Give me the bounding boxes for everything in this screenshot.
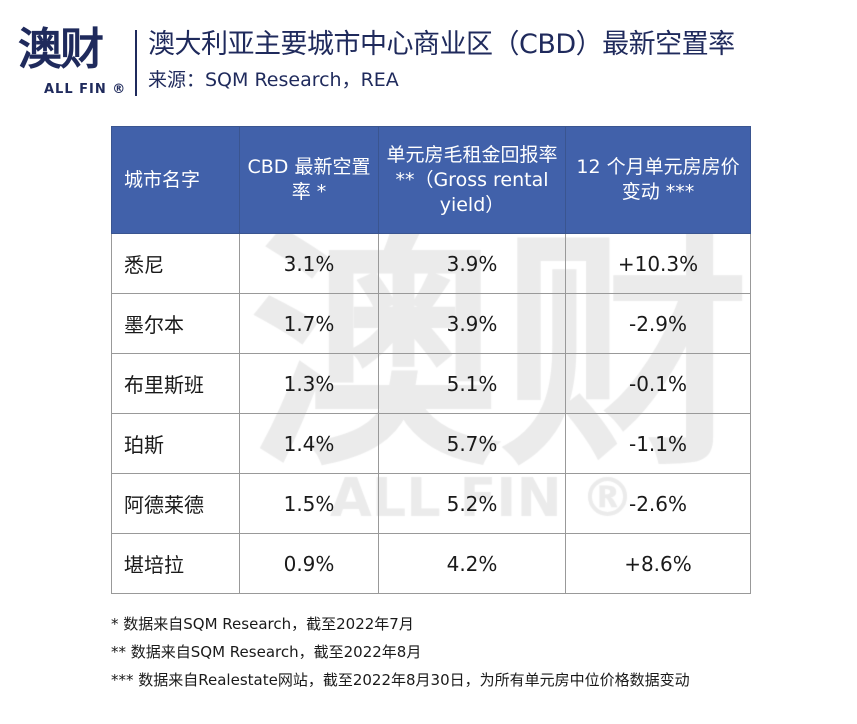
cell-price-change: -2.6%: [565, 473, 751, 534]
table-row: 珀斯 1.4% 5.7% -1.1%: [111, 413, 751, 474]
cell-vacancy: 3.1%: [239, 233, 379, 294]
cell-yield: 5.2%: [378, 473, 566, 534]
table-row: 堪培拉 0.9% 4.2% +8.6%: [111, 533, 751, 594]
footnote: ** 数据来自SQM Research，截至2022年8月: [111, 643, 422, 661]
cell-city: 堪培拉: [111, 533, 240, 594]
header-yield: 单元房毛租金回报率 **（Gross rental yield）: [378, 126, 566, 234]
cell-vacancy: 1.7%: [239, 293, 379, 354]
cell-city: 墨尔本: [111, 293, 240, 354]
logo-cn: 澳财: [18, 24, 104, 75]
cell-price-change: +8.6%: [565, 533, 751, 594]
allfin-logo: 澳财 ALL FIN ®: [18, 24, 130, 102]
table-header-row: 城市名字 CBD 最新空置率 * 单元房毛租金回报率 **（Gross rent…: [111, 126, 751, 234]
cell-yield: 3.9%: [378, 293, 566, 354]
table-row: 布里斯班 1.3% 5.1% -0.1%: [111, 353, 751, 414]
header-price-change: 12 个月单元房房价变动 ***: [565, 126, 751, 234]
cell-price-change: -1.1%: [565, 413, 751, 474]
header-divider: [135, 30, 137, 96]
cell-yield: 5.1%: [378, 353, 566, 414]
cell-yield: 4.2%: [378, 533, 566, 594]
cell-yield: 5.7%: [378, 413, 566, 474]
cell-price-change: -2.9%: [565, 293, 751, 354]
logo-en: ALL FIN ®: [44, 82, 127, 97]
cell-city: 悉尼: [111, 233, 240, 294]
table-row: 墨尔本 1.7% 3.9% -2.9%: [111, 293, 751, 354]
footnote: *** 数据来自Realestate网站，截至2022年8月30日，为所有单元房…: [111, 671, 690, 689]
header-city: 城市名字: [111, 126, 240, 234]
cell-yield: 3.9%: [378, 233, 566, 294]
table-row: 阿德莱德 1.5% 5.2% -2.6%: [111, 473, 751, 534]
vacancy-table: 城市名字 CBD 最新空置率 * 单元房毛租金回报率 **（Gross rent…: [111, 126, 751, 594]
footnote: * 数据来自SQM Research，截至2022年7月: [111, 615, 414, 633]
cell-vacancy: 1.5%: [239, 473, 379, 534]
cell-price-change: +10.3%: [565, 233, 751, 294]
cell-price-change: -0.1%: [565, 353, 751, 414]
page-title: 澳大利亚主要城市中心商业区（CBD）最新空置率: [148, 29, 735, 60]
cell-city: 布里斯班: [111, 353, 240, 414]
table-row: 悉尼 3.1% 3.9% +10.3%: [111, 233, 751, 294]
cell-vacancy: 0.9%: [239, 533, 379, 594]
cell-vacancy: 1.4%: [239, 413, 379, 474]
cell-city: 珀斯: [111, 413, 240, 474]
cell-vacancy: 1.3%: [239, 353, 379, 414]
header-vacancy: CBD 最新空置率 *: [239, 126, 379, 234]
footnotes: * 数据来自SQM Research，截至2022年7月 ** 数据来自SQM …: [111, 610, 690, 694]
source-line: 来源：SQM Research，REA: [148, 69, 399, 91]
cell-city: 阿德莱德: [111, 473, 240, 534]
